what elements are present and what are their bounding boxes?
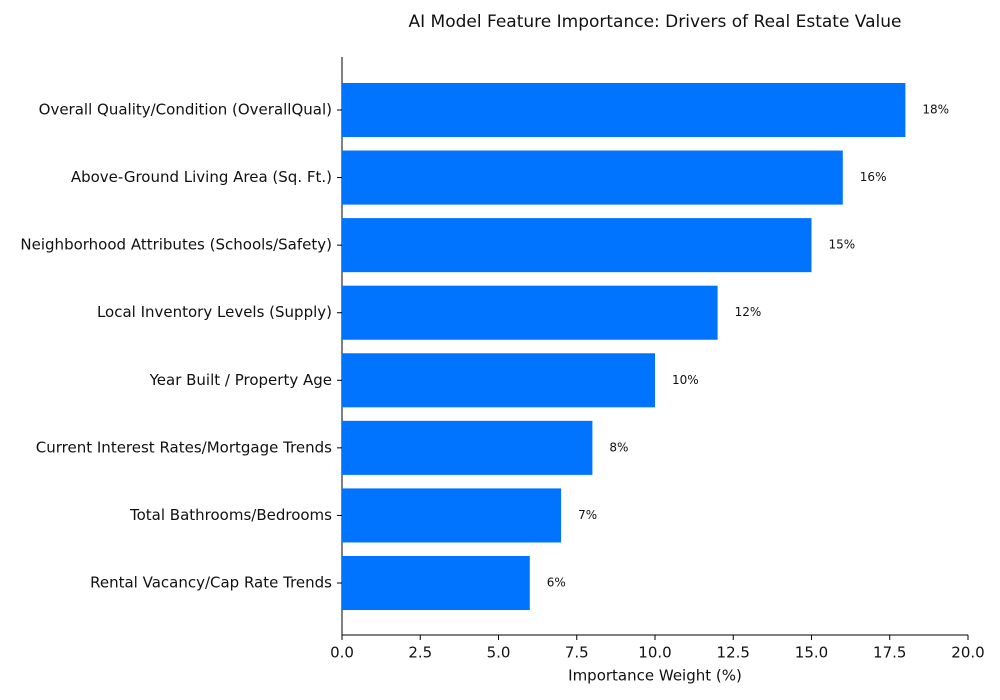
y-tick-label: Total Bathrooms/Bedrooms [129,506,332,524]
x-tick-label: 2.5 [408,644,432,662]
x-tick-label: 5.0 [487,644,511,662]
value-label: 7% [578,508,597,522]
y-tick-label: Local Inventory Levels (Supply) [97,303,332,321]
value-label: 6% [547,576,566,590]
value-label: 18% [922,102,949,116]
bar [342,353,655,408]
value-label: 10% [672,373,699,387]
y-tick-label: Neighborhood Attributes (Schools/Safety) [20,236,332,254]
bar [342,555,530,611]
x-tick-label: 15.0 [795,644,828,662]
x-tick-label: 7.5 [565,644,589,662]
y-tick-label: Rental Vacancy/Cap Rate Trends [90,574,332,592]
bar [342,218,812,273]
x-tick-label: 20.0 [951,644,984,662]
bar [342,150,843,205]
bar [342,82,906,138]
x-tick-label: 0.0 [330,644,354,662]
value-label: 16% [860,170,887,184]
bar [342,488,562,543]
value-label: 8% [609,440,628,454]
y-tick-label: Above-Ground Living Area (Sq. Ft.) [71,168,332,186]
y-tick-label: Overall Quality/Condition (OverallQual) [39,100,332,118]
value-label: 12% [735,305,762,319]
y-tick-label: Current Interest Rates/Mortgage Trends [36,438,332,456]
bar [342,420,593,475]
chart-title: AI Model Feature Importance: Drivers of … [409,12,902,32]
x-axis-label: Importance Weight (%) [568,667,742,685]
y-tick-label: Year Built / Property Age [149,371,332,389]
bar [342,285,718,340]
value-label: 15% [829,238,856,252]
x-tick-label: 17.5 [873,644,906,662]
x-tick-label: 10.0 [638,644,671,662]
x-tick-label: 12.5 [717,644,750,662]
